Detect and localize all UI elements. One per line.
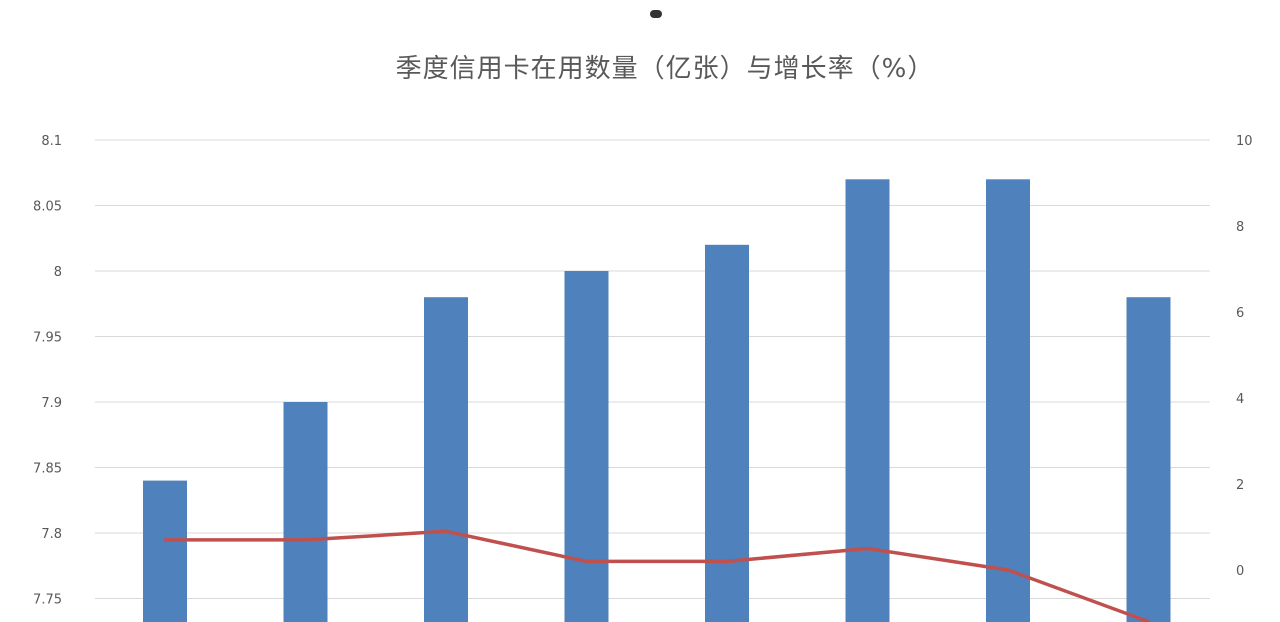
bar	[424, 297, 468, 622]
y-left-tick-label: 7.75	[33, 593, 62, 608]
bar	[986, 179, 1030, 622]
bar	[283, 402, 328, 622]
bar	[845, 179, 890, 622]
y-right-tick-label: 6	[1236, 306, 1244, 321]
y-left-tick-label: 8.05	[33, 200, 62, 215]
line-point	[725, 559, 729, 563]
y-right-tick-label: 10	[1236, 134, 1253, 149]
y-right-tick-label: 2	[1236, 478, 1244, 493]
bar	[1126, 297, 1171, 622]
line-point	[163, 538, 167, 542]
y-left-tick-label: 7.9	[41, 396, 62, 411]
y-right-tick-label: 8	[1236, 220, 1244, 235]
y-left-tick-label: 8	[54, 265, 62, 280]
y-left-tick-label: 7.95	[33, 331, 62, 346]
bar	[705, 244, 749, 622]
line-point	[585, 559, 588, 563]
y-left-tick-label: 8.1	[41, 134, 62, 149]
bar	[564, 271, 609, 622]
line-point	[1006, 568, 1010, 572]
bar	[143, 480, 187, 622]
y-left-tick-label: 7.85	[33, 462, 62, 477]
growth-line	[165, 529, 1150, 622]
line-point	[304, 538, 307, 542]
y-right-tick-label: 4	[1236, 392, 1244, 407]
y-right-tick-label: 0	[1236, 564, 1244, 579]
line-point	[866, 547, 869, 550]
chart-title: 季度信用卡在用数量（亿张）与增长率（%）	[395, 54, 935, 84]
top-mark	[650, 10, 662, 18]
y-left-tick-label: 7.8	[41, 527, 62, 542]
line-point	[444, 529, 448, 533]
